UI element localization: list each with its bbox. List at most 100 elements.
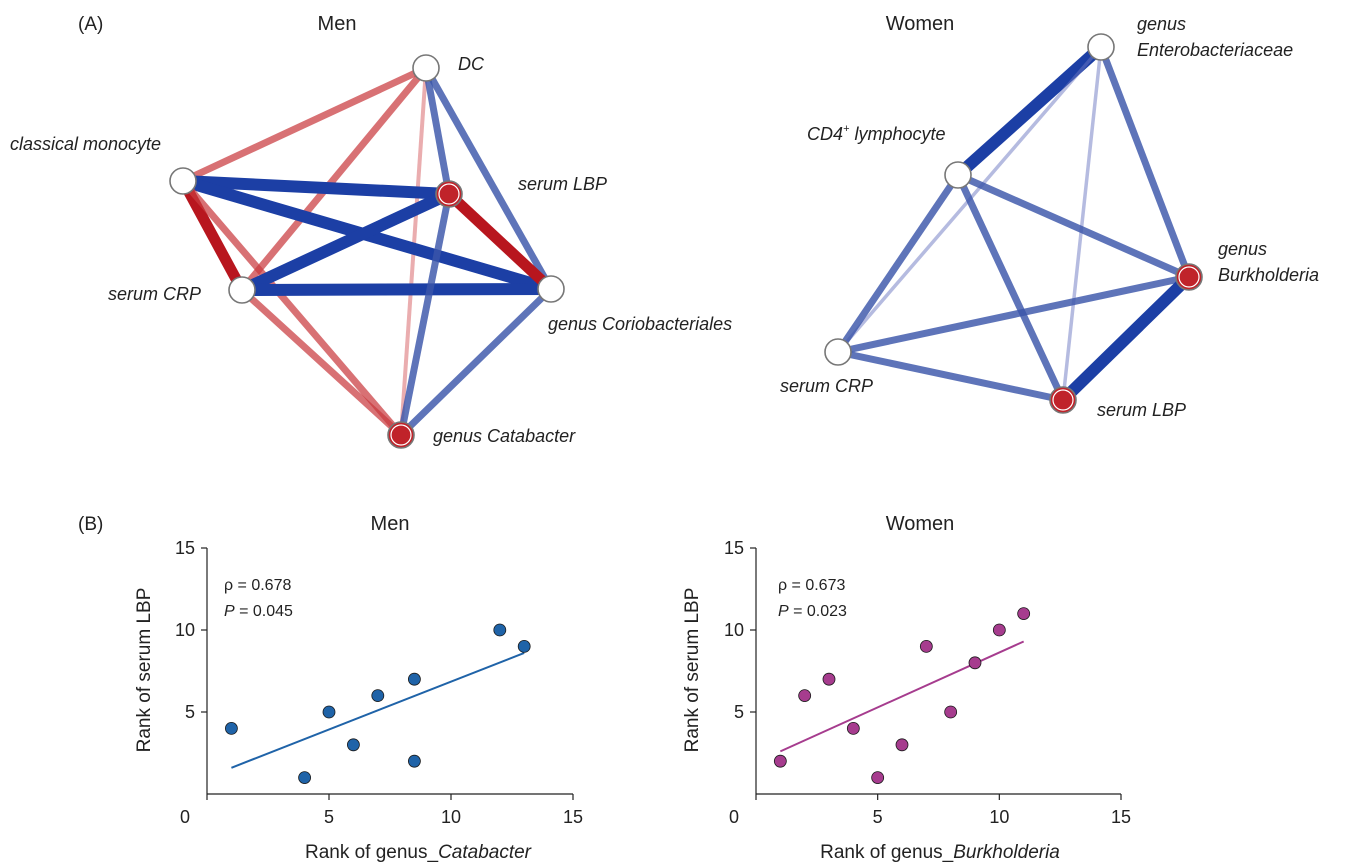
- scatter-men-point: [346, 738, 360, 752]
- node-label-serum-lbp-women: serum LBP: [1097, 400, 1186, 420]
- edge-DC-serum_LBP: [422, 67, 453, 195]
- network-men: DC classical monocyte serum LBP serum CR…: [10, 54, 732, 449]
- scatter-women-p-value: = 0.023: [789, 603, 847, 620]
- node-label-genus-enterobacteriaceae-line1: genus: [1137, 14, 1186, 34]
- edge-classical_monocyte-serum_LBP: [182, 175, 450, 200]
- scatter-men-point: [517, 640, 531, 653]
- node-label-serum-crp: serum CRP: [108, 284, 201, 304]
- node-CD4_lymphocyte: [944, 161, 972, 189]
- network-men-edges: [178, 64, 555, 438]
- scatter-men-p-value: = 0.045: [235, 603, 293, 620]
- scatter-women-ylabel: Rank of serum LBP: [682, 588, 703, 753]
- scatter-men-point: [407, 672, 421, 686]
- node-genus_Coriobacteriales: [537, 275, 565, 303]
- node-label-dc: DC: [458, 54, 485, 74]
- node-label-serum-crp-women: serum CRP: [780, 376, 873, 396]
- scatter-women-point: [773, 754, 787, 768]
- edge-serum_CRP-serum_LBP: [239, 188, 452, 296]
- edge-DC-classical_monocyte: [181, 64, 428, 185]
- scatter-women-xtick-label: 10: [989, 807, 1009, 827]
- edge-genus_Enterobacteriaceae-genus_Burkholderia: [1097, 45, 1193, 279]
- panel-label-b: (B): [78, 514, 103, 535]
- network-women-nodes: [824, 33, 1203, 414]
- scatter-women-p-label: P: [778, 603, 789, 620]
- network-men-nodes: [169, 54, 565, 449]
- scatter-men-point: [493, 623, 507, 637]
- node-label-lymphocyte: lymphocyte: [849, 124, 945, 144]
- node-label-cd4-lymphocyte: CD4+ lymphocyte: [807, 123, 946, 144]
- scatter-women-point: [822, 672, 836, 686]
- scatter-women-xtick-label: 0: [729, 807, 739, 827]
- scatter-men-point: [322, 705, 336, 719]
- scatter-women-point: [968, 656, 982, 670]
- node-label-serum-lbp: serum LBP: [518, 174, 607, 194]
- scatter-men-ylabel: Rank of serum LBP: [134, 588, 155, 753]
- scatter-men-xtick-label: 5: [324, 807, 334, 827]
- scatter-men-ytick-label: 15: [175, 538, 195, 558]
- node-serum_CRP: [824, 338, 852, 366]
- edge-CD4_lymphocyte-serum_CRP: [835, 173, 961, 354]
- node-DC: [412, 54, 440, 82]
- scatter-men-xlabel: Rank of genus_Catabacter: [305, 842, 532, 863]
- scatter-women-rho: ρ = 0.673: [778, 577, 845, 594]
- scatter-men-p-label: P: [224, 603, 235, 620]
- node-classical_monocyte: [169, 167, 197, 195]
- node-label-genus-burkholderia-line1: genus: [1218, 239, 1267, 259]
- node-inner-genus_Catabacter: [390, 424, 412, 446]
- scatter-women-point: [846, 722, 860, 735]
- scatter-men-xtick-label: 0: [180, 807, 190, 827]
- edge-CD4_lymphocyte-serum_LBP: [954, 173, 1067, 402]
- scatter-women-point: [798, 689, 812, 702]
- edge-DC-genus_Coriobacteriales: [422, 66, 555, 291]
- scatter-women-point: [944, 705, 958, 719]
- node-label-genus-enterobacteriaceae-line2: Enterobacteriaceae: [1137, 40, 1293, 60]
- scatter-women-point: [992, 623, 1006, 637]
- scatter-men-title: Men: [371, 513, 410, 535]
- network-women: genus Enterobacteriaceae CD4+ lymphocyte…: [780, 14, 1319, 420]
- scatter-men-xtick-label: 15: [563, 807, 583, 827]
- scatter-women-xlabel-prefix: Rank of genus_: [820, 842, 954, 863]
- scatter-women-p: P = 0.023: [778, 603, 847, 620]
- edge-genus_Coriobacteriales-genus_Catabacter: [398, 286, 554, 438]
- scatter-men-point: [371, 689, 385, 702]
- scatter-women-xlabel: Rank of genus_Burkholderia: [820, 842, 1060, 863]
- edge-CD4_lymphocyte-genus_Burkholderia: [956, 171, 1191, 281]
- node-label-cd4-sup: +: [843, 123, 850, 135]
- scatter-men-point: [224, 722, 238, 735]
- node-label-genus-catabacter: genus Catabacter: [433, 426, 576, 446]
- scatter-men-ytick-label: 10: [175, 620, 195, 640]
- edge-DC-serum_CRP: [239, 65, 429, 293]
- scatter-men-point: [298, 771, 312, 784]
- edge-serum_CRP-genus_Catabacter: [239, 287, 404, 438]
- scatter-men-xlabel-italic: Catabacter: [438, 842, 532, 863]
- scatter-women-xtick-label: 15: [1111, 807, 1131, 827]
- scatter-women-ytick-label: 5: [734, 702, 744, 722]
- edge-serum_LBP-genus_Burkholderia: [1058, 272, 1194, 405]
- edge-serum_LBP-genus_Coriobacteriales: [445, 189, 555, 294]
- node-inner-serum_LBP: [438, 183, 460, 205]
- scatter-women-ytick-label: 15: [724, 538, 744, 558]
- edge-genus_Enterobacteriaceae-CD4_lymphocyte: [953, 42, 1106, 180]
- scatter-men-p: P = 0.045: [224, 603, 293, 620]
- node-inner-genus_Burkholderia: [1178, 266, 1200, 288]
- scatter-men-fit-line: [231, 652, 525, 769]
- network-women-labels: genus Enterobacteriaceae CD4+ lymphocyte…: [780, 14, 1319, 420]
- scatter-men-ytick-label: 5: [185, 702, 195, 722]
- node-label-genus-coriobacteriales: genus Coriobacteriales: [548, 314, 732, 334]
- node-inner-serum_LBP: [1052, 389, 1074, 411]
- edge-classical_monocyte-genus_Catabacter: [180, 178, 404, 438]
- scatter-men-rho: ρ = 0.678: [224, 577, 291, 594]
- scatter-men-xlabel-prefix: Rank of genus_: [305, 842, 439, 863]
- scatter-women-point: [1017, 607, 1031, 620]
- edge-serum_CRP-serum_LBP: [837, 348, 1064, 404]
- network-men-labels: DC classical monocyte serum LBP serum CR…: [10, 54, 732, 446]
- scatter-women-ytick-label: 10: [724, 620, 744, 640]
- edge-genus_Enterobacteriaceae-serum_LBP: [1061, 46, 1103, 401]
- edge-classical_monocyte-serum_CRP: [178, 178, 247, 293]
- edge-serum_LBP-genus_Catabacter: [397, 193, 453, 436]
- node-label-cd4: CD4: [807, 124, 843, 144]
- scatter-women: Women ρ = 0.673 P = 0.023 Rank of genus_…: [682, 513, 1131, 863]
- scatter-women-xtick-label: 5: [873, 807, 883, 827]
- scatter-men: Men ρ = 0.678 P = 0.045 Rank of genus_Ca…: [134, 513, 583, 863]
